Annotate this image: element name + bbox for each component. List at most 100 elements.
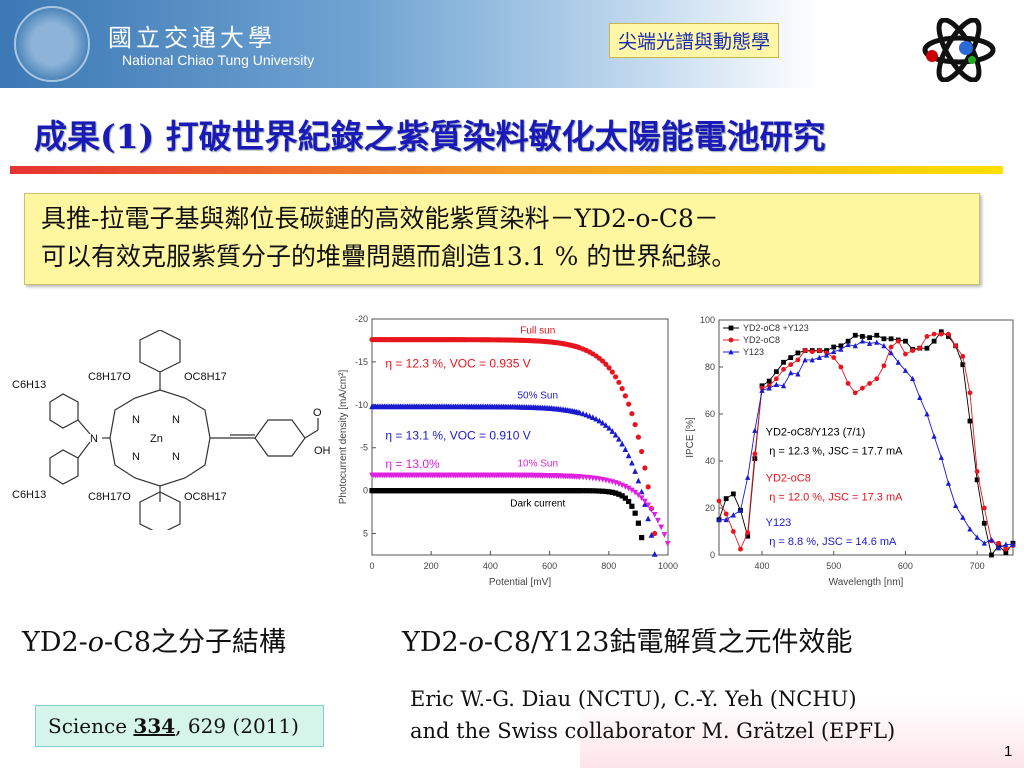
data-point [612, 431, 619, 438]
data-point [664, 540, 671, 547]
y-tick-label: 100 [700, 315, 715, 325]
x-tick-label: 800 [601, 561, 616, 571]
data-point [852, 332, 858, 338]
data-point [773, 381, 780, 388]
data-point [642, 498, 648, 505]
university-name-en: National Chiao Tung University [122, 52, 315, 68]
data-point [589, 414, 596, 420]
data-point [781, 366, 786, 372]
data-point [626, 401, 632, 407]
molecule-label: OC8H17 [184, 491, 227, 503]
data-point [752, 451, 758, 457]
data-point [989, 552, 994, 558]
data-point [788, 362, 794, 368]
atom-icon [922, 18, 996, 82]
data-point [622, 484, 629, 490]
data-point [632, 510, 638, 516]
data-point [831, 355, 837, 360]
y-tick-label: 0 [710, 550, 715, 560]
data-point [988, 536, 995, 543]
data-point [639, 448, 645, 455]
authors-line-1: Eric W.-G. Diau (NCTU), C.-Y. Yeh (NCHU) [410, 687, 857, 711]
slide-title: 成果(1) 打破世界紀錄之紫質染料敏化太陽能電池研究 [34, 117, 826, 156]
annotation-title: YD2-oC8/Y123 (7/1) [766, 427, 866, 439]
data-point [626, 498, 632, 505]
series-label: 50% Sun [517, 391, 558, 402]
data-point [795, 371, 801, 377]
data-point [895, 338, 901, 344]
molecule-label: N [90, 433, 98, 445]
data-point [586, 488, 593, 494]
data-point [635, 477, 642, 484]
x-tick-label: 600 [898, 561, 913, 571]
data-point [738, 546, 743, 552]
y-axis-label: Photocurrent density [mA/cm²] [338, 370, 349, 505]
data-point [580, 488, 586, 494]
y-tick-label: 20 [705, 503, 715, 513]
title-divider [10, 166, 1003, 174]
data-point [781, 359, 786, 365]
data-point [629, 487, 635, 494]
data-point [809, 349, 815, 355]
molecule-label: N [132, 414, 140, 426]
x-tick-label: 600 [542, 561, 557, 571]
x-tick-label: 500 [826, 561, 841, 571]
page-number: 1 [1004, 743, 1013, 760]
data-point [737, 507, 744, 513]
x-tick-label: 0 [369, 561, 374, 571]
slide-header-banner [0, 0, 1024, 88]
data-point [874, 339, 880, 345]
data-point [645, 502, 652, 509]
molecule-label: OH [314, 445, 331, 457]
data-point [616, 491, 622, 497]
data-point [981, 520, 987, 526]
x-axis-label: Potential [mV] [489, 577, 551, 588]
data-point [645, 484, 651, 490]
data-point [903, 351, 908, 357]
data-point [658, 524, 665, 531]
x-tick-label: 400 [483, 561, 498, 571]
ipce-chart: 400 500 600 700 0 20 40 60 80 100 Wavelength [nm] I… [685, 315, 1016, 588]
data-point [924, 411, 930, 417]
data-point [859, 338, 866, 344]
annotation-efficiency: η = 12.3 %, JSC = 17.7 mA [769, 445, 903, 457]
data-point [917, 394, 923, 400]
data-point [616, 435, 622, 442]
data-point [651, 512, 658, 518]
data-point [967, 526, 973, 532]
data-point [652, 530, 658, 537]
data-point [619, 482, 625, 489]
data-point [881, 363, 887, 369]
data-point [593, 488, 599, 494]
data-point [609, 369, 615, 375]
data-point [606, 424, 612, 431]
data-point [967, 418, 973, 424]
molecule-label: C6H13 [12, 379, 46, 391]
caption-molecule: YD2-o-C8之分子結構 [22, 627, 287, 658]
molecule-structure: C6H13 C6H13 C8H17O OC8H17 C8H17O OC8H17 … [12, 330, 331, 530]
data-point [902, 367, 909, 373]
data-point [931, 331, 937, 337]
data-point [603, 488, 609, 495]
data-point [635, 520, 641, 526]
annotation-title: Y123 [766, 517, 792, 529]
data-point [745, 474, 751, 480]
data-point [619, 386, 625, 392]
data-point [635, 434, 641, 440]
data-point [996, 545, 1002, 551]
data-point [795, 357, 801, 363]
data-point [1010, 541, 1016, 547]
data-point [874, 332, 880, 338]
data-point [938, 331, 944, 337]
authors: Eric W.-G. Diau (NCTU), C.-Y. Yeh (NCHU)… [410, 683, 895, 747]
data-point [909, 375, 916, 382]
university-seal-logo [14, 6, 90, 82]
data-point [580, 410, 586, 417]
data-point [845, 381, 851, 386]
data-point [945, 480, 952, 486]
data-point [967, 390, 973, 396]
data-point [981, 540, 987, 546]
data-point [745, 530, 751, 536]
data-point [974, 469, 980, 474]
data-point [816, 348, 822, 353]
